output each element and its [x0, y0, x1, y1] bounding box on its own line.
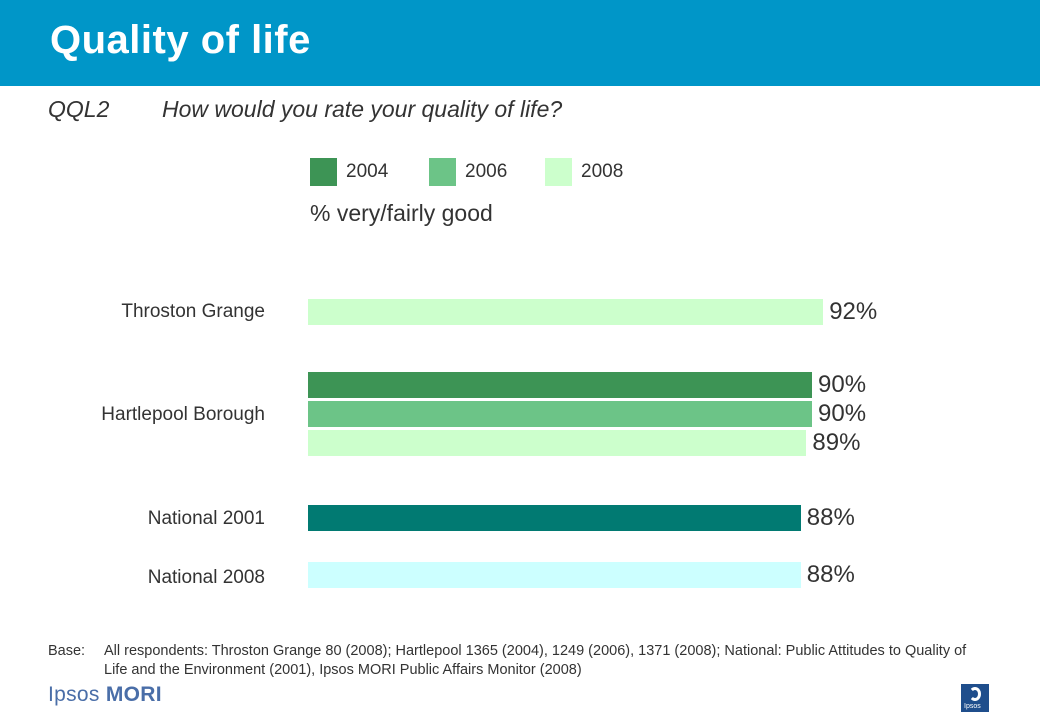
data-label-national-2001-national-2001: 88% [806, 504, 855, 531]
legend-swatch-2006 [429, 158, 456, 186]
bar-national-2008-national-2008 [308, 562, 801, 588]
category-label-throston-grange: Throston Grange [121, 301, 265, 322]
bar-national-2001-national-2001 [308, 505, 801, 531]
category-label-national-2008: National 2008 [147, 567, 265, 588]
legend-label-2004: 2004 [346, 161, 389, 182]
page-title: Quality of life [50, 18, 311, 62]
legend-label-2008: 2008 [581, 161, 624, 182]
ipsos-mori-logo: Ipsos MORI [48, 683, 162, 706]
question-code: QQL2 [48, 96, 110, 122]
base-label: Base: [48, 643, 86, 659]
data-label-hartlepool-borough-2006: 90% [818, 400, 867, 427]
question-text: How would you rate your quality of life? [162, 96, 563, 122]
chart-subtitle: % very/fairly good [310, 200, 493, 226]
legend-swatch-2004 [310, 158, 337, 186]
legend-swatch-2008 [545, 158, 572, 186]
base-text: All respondents: Throston Grange 80 (200… [104, 643, 967, 678]
bar-hartlepool-borough-2008 [308, 430, 807, 456]
data-label-hartlepool-borough-2008: 89% [812, 429, 861, 456]
data-label-hartlepool-borough-2004: 90% [818, 371, 867, 398]
bar-throston-grange-2008 [308, 299, 824, 325]
category-label-national-2001: National 2001 [147, 508, 265, 529]
header-banner: Quality of life [0, 0, 1040, 86]
data-label-national-2008-national-2008: 88% [806, 561, 855, 588]
ipsos-badge-icon: Ipsos [961, 684, 989, 712]
data-label-throston-grange-2008: 92% [829, 298, 878, 325]
bar-hartlepool-borough-2006 [308, 401, 812, 427]
question-line: QQL2 How would you rate your quality of l… [48, 96, 562, 123]
bar-hartlepool-borough-2004 [308, 372, 812, 398]
category-label-hartlepool-borough: Hartlepool Borough [101, 404, 265, 425]
legend-label-2006: 2006 [465, 161, 508, 182]
